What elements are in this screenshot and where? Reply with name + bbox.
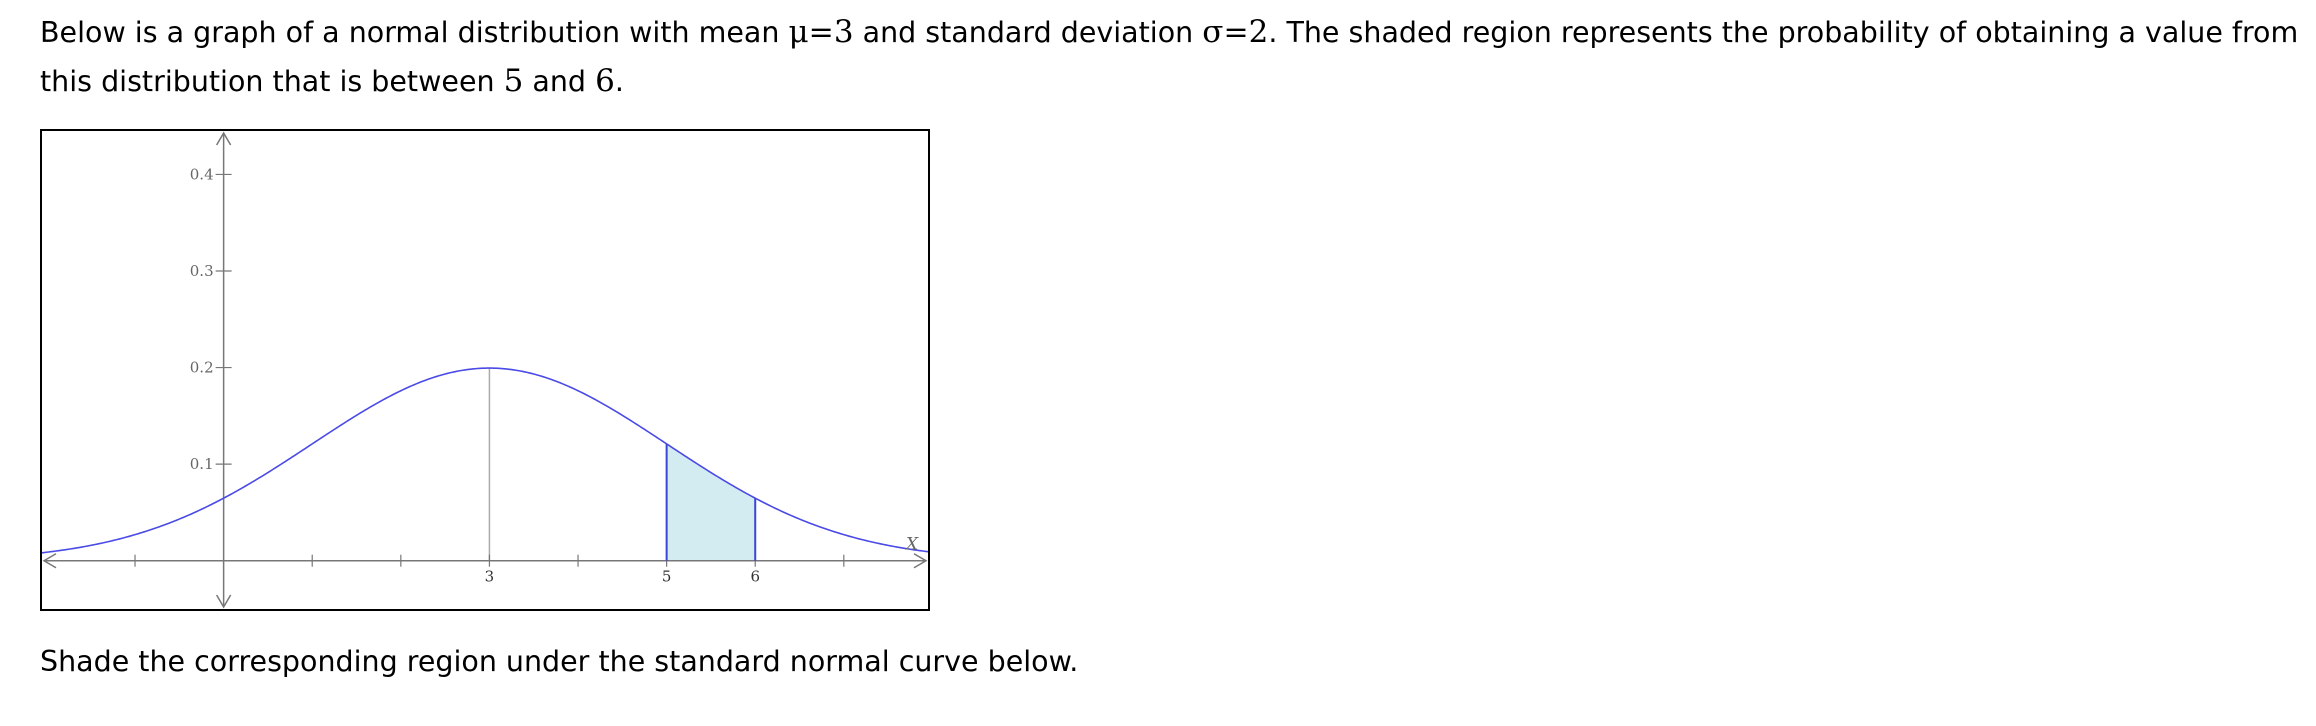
intro-text-5: .: [614, 65, 624, 98]
x-axis-label: X: [904, 535, 919, 555]
y-axis-bottom-arrow: [215, 594, 232, 609]
y-tick-label: 0.2: [190, 359, 214, 377]
y-tick-label: 0.4: [190, 165, 214, 183]
x-axis-left-arrow: [42, 553, 57, 569]
upper-bound: 6: [595, 63, 615, 99]
intro-text-4: and: [523, 65, 596, 98]
normal-distribution-graph: 3 5 6 0.1 0.2 0.3 0.4 X: [40, 129, 930, 611]
normal-curve-chart: 3 5 6 0.1 0.2 0.3 0.4 X: [42, 131, 928, 609]
intro-text-3: . The shaded region represents the proba…: [40, 16, 2299, 98]
sigma-symbol: σ: [1202, 14, 1224, 50]
x-tick-label: 3: [485, 568, 495, 586]
y-tick-label: 0.3: [190, 262, 214, 280]
question-intro: Below is a graph of a normal distributio…: [40, 8, 2310, 106]
y-tick-label: 0.1: [190, 455, 214, 473]
normal-curve: [42, 367, 928, 554]
x-tick-label: 5: [662, 568, 672, 586]
intro-text-1: Below is a graph of a normal distributio…: [40, 16, 789, 49]
mean-value: 3: [833, 14, 854, 50]
lower-bound: 5: [503, 63, 524, 99]
sd-value: 2: [1248, 14, 1269, 50]
x-axis-right-arrow: [913, 553, 928, 569]
equals-sign: =: [808, 15, 834, 50]
intro-text-2: and standard deviation: [853, 16, 1203, 49]
mu-symbol: μ: [788, 14, 809, 50]
shading-instruction: Shade the corresponding region under the…: [40, 645, 1079, 678]
equals-sign: =: [1223, 15, 1249, 50]
x-tick-label: 6: [750, 568, 760, 586]
y-axis-top-arrow: [215, 131, 232, 146]
shaded-region: [666, 443, 756, 561]
